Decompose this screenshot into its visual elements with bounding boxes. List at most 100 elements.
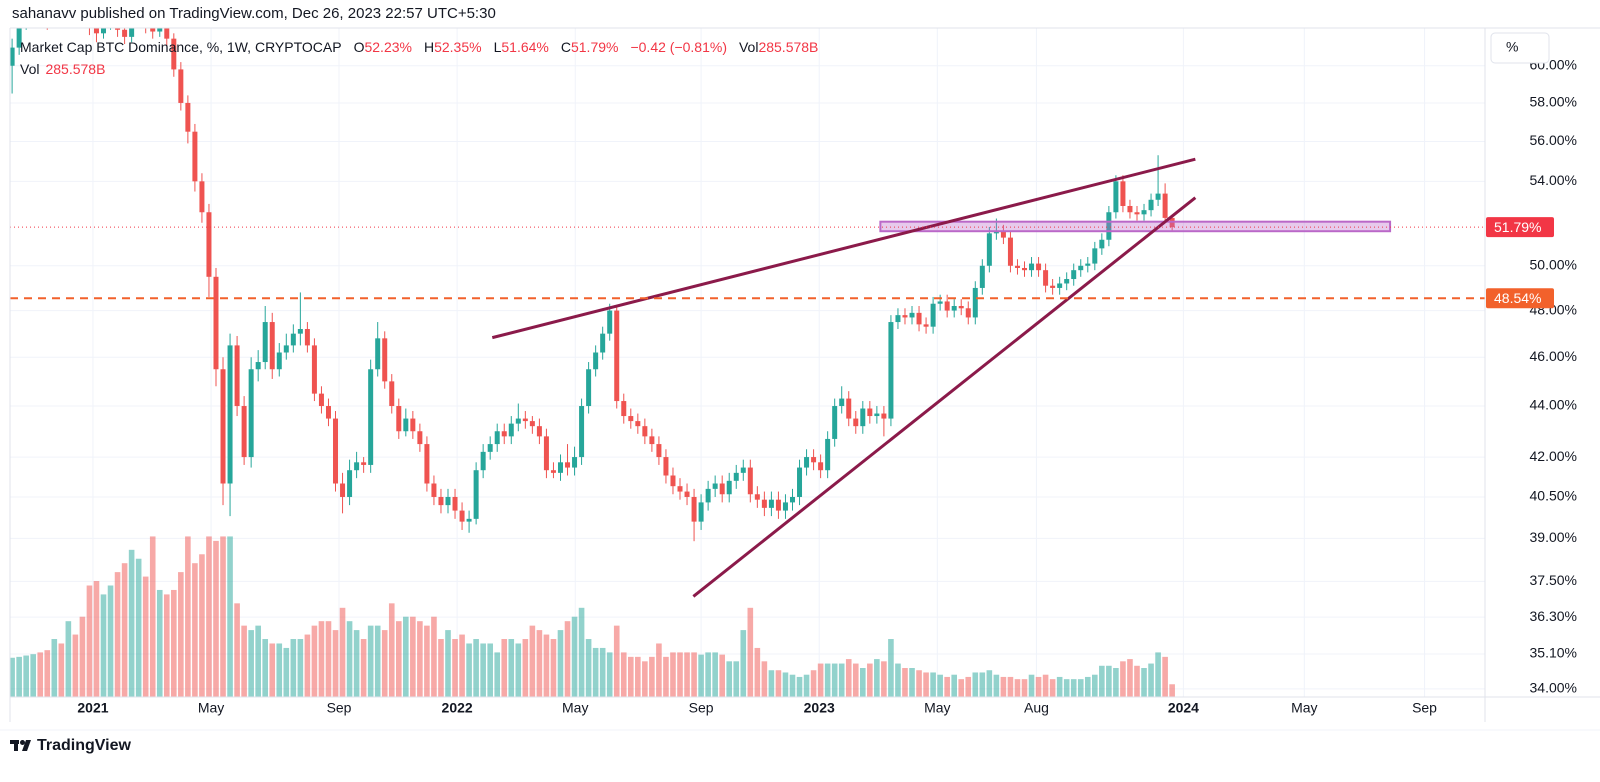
y-tick-label: 44.00% — [1530, 397, 1577, 413]
volume-bar — [23, 655, 29, 697]
volume-bar — [192, 563, 198, 697]
volume-bar — [656, 643, 662, 697]
brand-name: TradingView — [37, 737, 132, 754]
drawings — [10, 157, 1485, 598]
volume-bar — [466, 643, 472, 697]
volume-bar — [79, 616, 86, 697]
volume-bar — [635, 656, 641, 697]
volume-bar — [318, 621, 325, 697]
legend-value: 285.578B — [45, 61, 105, 77]
candle-body — [382, 338, 388, 382]
candle-body — [705, 488, 711, 503]
candle-body — [958, 306, 964, 309]
candle-body — [311, 345, 317, 394]
candle-body — [354, 462, 360, 471]
candle-body — [1141, 210, 1147, 215]
candle-body — [150, 28, 156, 32]
volume-bar — [206, 536, 212, 697]
volume-bar — [1169, 684, 1175, 697]
volume-bar — [388, 603, 395, 697]
legend-key: C — [561, 39, 571, 55]
candle-body — [438, 496, 444, 506]
candle-body — [691, 496, 697, 522]
volume-bar — [149, 536, 156, 697]
legend-key: O — [354, 39, 365, 55]
candle-body — [1148, 199, 1154, 211]
candle-body — [515, 418, 521, 424]
x-tick-label: 2021 — [77, 700, 108, 716]
candle-body — [895, 315, 901, 323]
volume-bar — [171, 589, 177, 697]
volume-bar — [796, 676, 803, 697]
price-label: 51.79% — [1494, 219, 1541, 235]
volume-bar — [691, 652, 697, 697]
candle-body — [290, 333, 296, 346]
candle-body — [649, 436, 655, 445]
volume-bar — [121, 563, 128, 697]
volume-bar — [951, 674, 957, 697]
volume-bar — [1127, 659, 1133, 697]
volume-bar — [881, 661, 887, 697]
candle-body — [923, 324, 929, 327]
candle-body — [761, 499, 767, 508]
volume-bar — [290, 639, 297, 697]
volume-bar — [599, 647, 606, 697]
candle-body — [459, 510, 465, 522]
volume-bar — [438, 639, 444, 697]
logo-part — [22, 740, 31, 751]
candle-body — [670, 475, 676, 487]
candle-body — [283, 345, 289, 353]
logo-part — [14, 740, 18, 751]
candle-body — [101, 28, 107, 34]
volume-bar — [930, 672, 936, 697]
volume-bar — [241, 625, 247, 697]
volume-bar — [719, 654, 725, 697]
scale-button-label[interactable]: % — [1506, 39, 1518, 55]
brand-logo — [10, 740, 31, 751]
volume-bar — [10, 657, 15, 697]
volume-bar — [431, 616, 437, 697]
volume-bar — [473, 639, 479, 697]
volume-bar — [860, 668, 866, 697]
volume-bar — [663, 656, 669, 697]
volume-bar — [627, 656, 634, 697]
candle-body — [93, 28, 99, 34]
volume-bar — [100, 594, 107, 697]
axes: 60.00%58.00%56.00%54.00%50.00%48.00%46.0… — [77, 56, 1577, 715]
candle-body — [368, 369, 374, 465]
candle-body — [220, 369, 226, 484]
candle-body — [501, 431, 507, 437]
volume-bar — [909, 668, 915, 697]
volume-bar — [262, 639, 269, 697]
scale-button[interactable] — [1490, 32, 1550, 64]
candle-body — [642, 426, 648, 437]
legend-value: 52.35% — [434, 39, 481, 55]
candle-body — [396, 406, 402, 432]
candle-body — [487, 444, 493, 452]
volume-bar — [578, 607, 585, 697]
volume-bar — [1049, 679, 1056, 697]
price-label-box — [1486, 217, 1554, 238]
volume-bar — [824, 663, 831, 697]
legend-value: 51.64% — [501, 39, 548, 55]
candle-body — [579, 406, 585, 458]
candle-body — [825, 438, 831, 471]
x-tick-label: 2024 — [1168, 700, 1199, 716]
volume-bar — [360, 639, 367, 697]
y-tick-label: 54.00% — [1530, 172, 1577, 188]
candle-body — [860, 408, 866, 427]
candle-body — [600, 333, 606, 353]
candle-body — [719, 483, 725, 495]
candle-body — [1036, 263, 1042, 271]
y-tick-label: 50.00% — [1530, 256, 1577, 272]
candle-body — [262, 322, 268, 363]
y-tick-label: 37.50% — [1530, 572, 1577, 588]
volume-bar — [852, 663, 859, 697]
legend-key: L — [494, 39, 502, 55]
candle-body — [452, 496, 458, 511]
candle-body — [164, 28, 170, 39]
candle-body — [522, 418, 528, 422]
x-tick-label: May — [1291, 700, 1317, 716]
